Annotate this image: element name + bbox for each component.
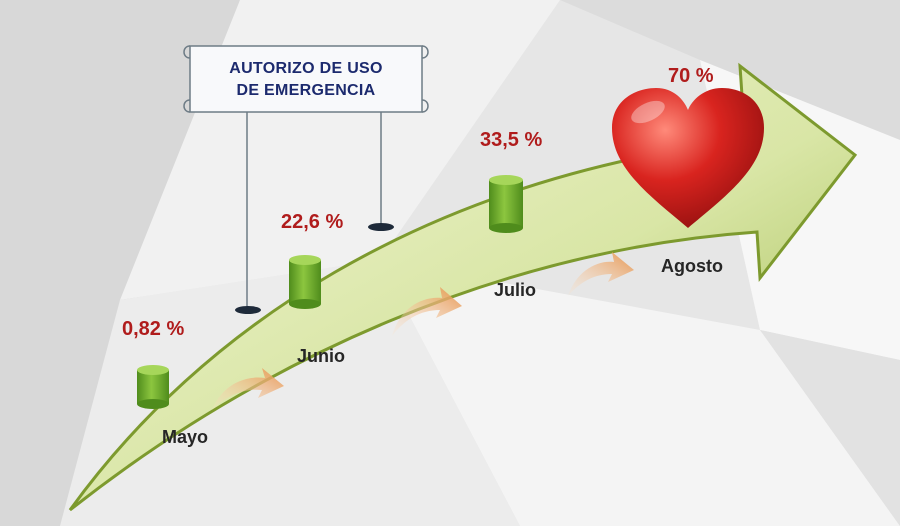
percent-junio: 22,6 % — [281, 211, 344, 233]
banner-line-2: DE EMERGENCIA — [236, 82, 376, 99]
pole-base-icon — [368, 223, 394, 231]
cylinder-icon — [489, 175, 523, 233]
curved-arrow-icon — [568, 252, 634, 296]
month-julio: Julio — [494, 280, 537, 300]
cylinder-icon — [289, 255, 321, 309]
heart-icon — [612, 88, 764, 228]
scroll-banner-icon — [183, 45, 429, 113]
banner-line-1: AUTORIZO DE USO — [229, 60, 383, 77]
banner-title: AUTORIZO DE USO DE EMERGENCIA — [193, 58, 419, 102]
month-junio: Junio — [297, 346, 345, 366]
cylinder-icon — [137, 365, 169, 409]
percent-agosto: 70 % — [668, 65, 714, 87]
heart-highlight — [631, 100, 665, 124]
month-mayo: Mayo — [162, 427, 209, 447]
pole-base-icon — [235, 306, 261, 314]
percent-mayo: 0,82 % — [122, 318, 185, 340]
curved-arrow-icon — [212, 368, 284, 410]
percent-julio: 33,5 % — [480, 129, 543, 151]
month-agosto: Agosto — [661, 256, 723, 276]
curved-arrow-icon — [392, 287, 462, 336]
banner-poles — [246, 112, 382, 308]
